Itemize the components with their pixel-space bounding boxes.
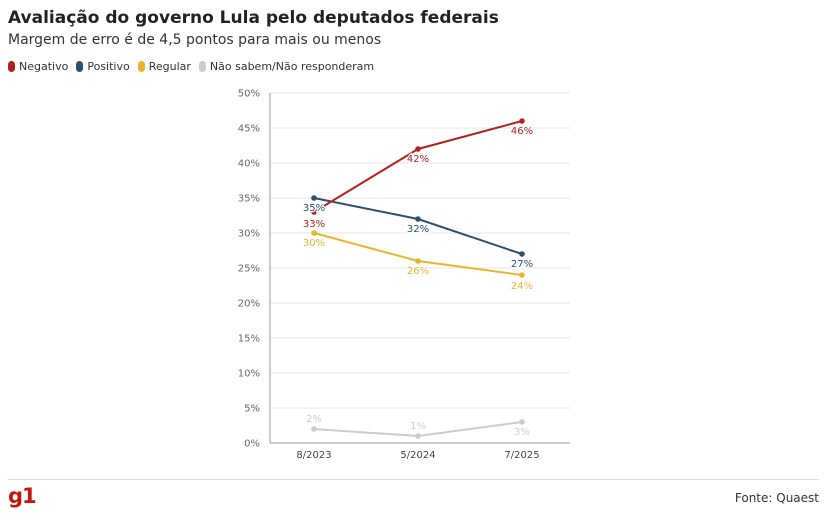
data-label-nao-sabem-nao-responderam: 3%: [514, 427, 530, 438]
y-tick-label: 15%: [238, 334, 260, 345]
data-point-positivo: [415, 216, 421, 222]
y-tick-label: 35%: [238, 194, 260, 205]
data-label-nao-sabem-nao-responderam: 1%: [410, 421, 426, 432]
data-point-positivo: [311, 195, 317, 201]
x-tick-label: 7/2025: [504, 450, 539, 461]
data-label-negativo: 33%: [303, 219, 325, 230]
y-tick-label: 25%: [238, 264, 260, 275]
data-point-negativo: [415, 146, 421, 152]
data-label-regular: 30%: [303, 238, 325, 249]
chart-title: Avaliação do governo Lula pelo deputados…: [8, 8, 499, 28]
legend-item-nao-sabem: Não sabem/Não responderam: [198, 60, 375, 73]
data-label-regular: 26%: [407, 266, 429, 277]
g1-logo: g1: [8, 484, 37, 508]
legend-swatch-positivo: [76, 61, 84, 72]
legend-label-negativo: Negativo: [19, 60, 69, 73]
data-point-regular: [415, 258, 421, 264]
y-tick-label: 50%: [238, 89, 260, 100]
y-tick-label: 0%: [244, 439, 260, 450]
y-tick-label: 40%: [238, 159, 260, 170]
data-label-negativo: 42%: [407, 154, 429, 165]
x-tick-label: 8/2023: [296, 450, 331, 461]
data-label-nao-sabem-nao-responderam: 2%: [306, 414, 322, 425]
legend-item-positivo: Positivo: [76, 60, 130, 73]
data-point-negativo: [311, 209, 317, 215]
y-tick-label: 30%: [238, 229, 260, 240]
data-point-nao-sabem-nao-responderam: [519, 419, 525, 425]
chart-legend: Negativo Positivo Regular Não sabem/Não …: [8, 60, 382, 73]
data-label-positivo: 27%: [511, 259, 533, 270]
legend-swatch-regular: [137, 61, 145, 72]
legend-label-positivo: Positivo: [87, 60, 130, 73]
y-tick-label: 5%: [244, 404, 260, 415]
data-label-negativo: 46%: [511, 126, 533, 137]
legend-label-regular: Regular: [148, 60, 191, 73]
legend-item-regular: Regular: [137, 60, 191, 73]
legend-item-negativo: Negativo: [8, 60, 68, 73]
legend-label-nao-sabem: Não sabem/Não responderam: [209, 60, 375, 73]
data-point-nao-sabem-nao-responderam: [415, 433, 421, 439]
x-tick-label: 5/2024: [400, 450, 435, 461]
legend-swatch-negativo: [8, 61, 15, 72]
data-label-positivo: 32%: [407, 224, 429, 235]
data-label-regular: 24%: [511, 281, 533, 292]
data-label-positivo: 35%: [303, 203, 325, 214]
data-point-positivo: [519, 251, 525, 257]
y-tick-label: 20%: [238, 299, 260, 310]
source-note: Fonte: Quaest: [734, 491, 819, 505]
data-point-regular: [311, 230, 317, 236]
data-point-negativo: [519, 118, 525, 124]
data-point-nao-sabem-nao-responderam: [311, 426, 317, 432]
data-point-regular: [519, 272, 525, 278]
chart-subtitle: Margem de erro é de 4,5 pontos para mais…: [8, 32, 382, 48]
footer-divider: [8, 479, 819, 480]
line-chart: 0% 5% 10% 15% 20% 25% 30% 35% 40% 45% 50% 8/2023 5/2…: [238, 89, 570, 461]
y-tick-label: 10%: [238, 369, 260, 380]
y-tick-label: 45%: [238, 124, 260, 135]
legend-swatch-nao-sabem: [198, 61, 206, 72]
